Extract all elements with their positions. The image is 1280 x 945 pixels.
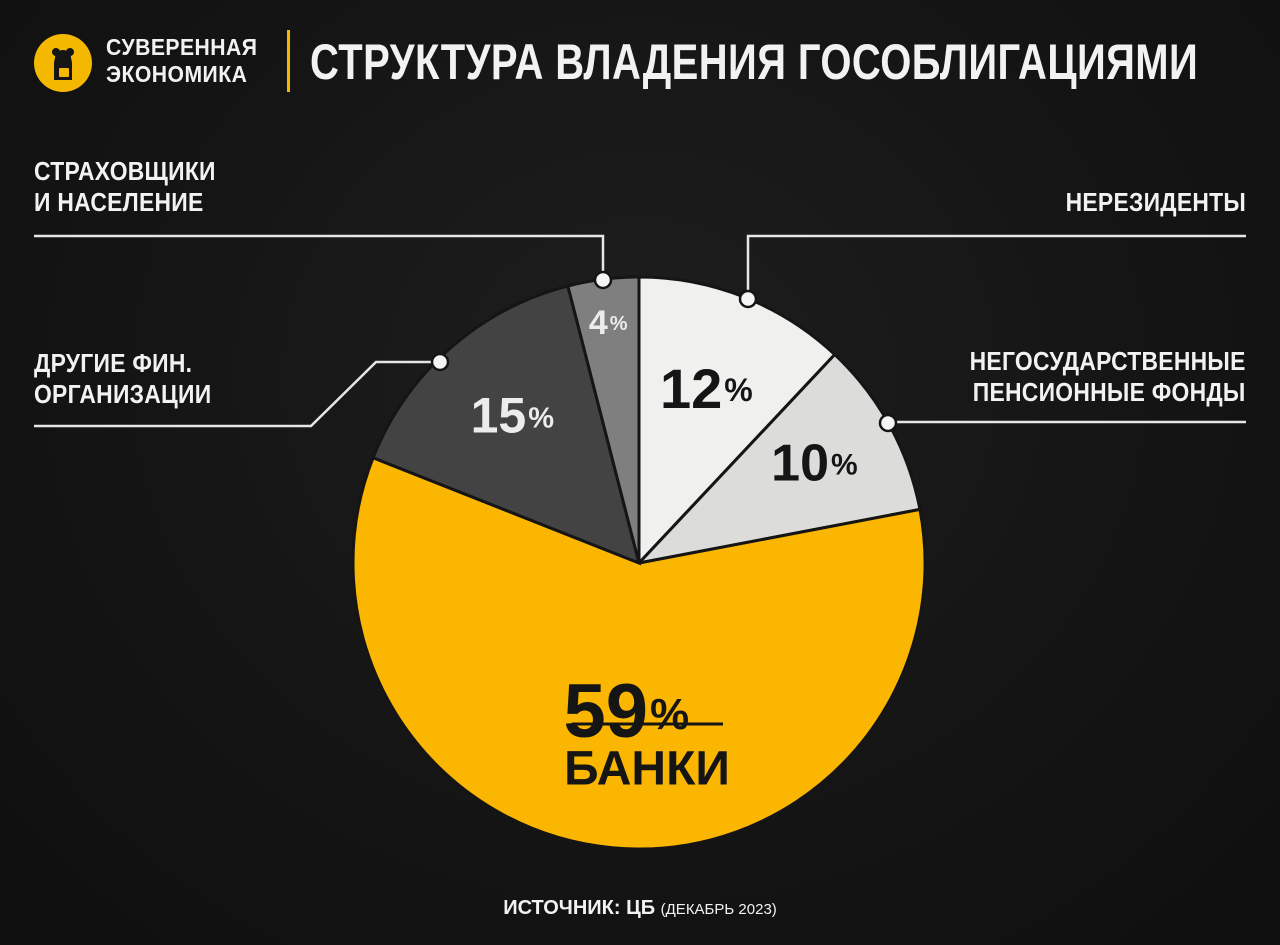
source-note: ИСТОЧНИК: ЦБ (ДЕКАБРЬ 2023) (0, 895, 1280, 923)
label-other-fin: ДРУГИЕ ФИН. ОРГАНИЗАЦИИ (34, 348, 211, 410)
label-npf-line-1: НЕГОСУДАРСТВЕННЫЕ (970, 346, 1246, 376)
leader-lines (34, 234, 1246, 433)
value-label-npf: 10% (771, 434, 858, 492)
bear-logo-icon (34, 34, 92, 92)
source-value: ЦБ (626, 897, 656, 919)
leader-dot-npf (878, 413, 898, 433)
source-prefix: ИСТОЧНИК: (503, 897, 621, 919)
brand-line-2: ЭКОНОМИКА (106, 61, 248, 87)
label-other-fin-line-1: ДРУГИЕ ФИН. (34, 348, 193, 378)
leader-line-other-fin (34, 360, 440, 428)
page-title: СТРУКТУРА ВЛАДЕНИЯ ГОСОБЛИГАЦИЯМИ (310, 34, 1199, 90)
label-insurers-line-1: СТРАХОВЩИКИ (34, 156, 216, 186)
label-nonresidents-line-1: НЕРЕЗИДЕНТЫ (1065, 187, 1246, 217)
leader-dot-other-fin (430, 352, 450, 372)
value-label-other-fin: 15% (471, 387, 555, 443)
leader-dot-nonresidents (738, 289, 758, 309)
pie-slices (351, 275, 927, 851)
pie-slice-banks (351, 455, 927, 851)
label-other-fin-line-2: ОРГАНИЗАЦИИ (34, 379, 212, 409)
banks-category-label: БАНКИ (564, 743, 730, 796)
source-date: (ДЕКАБРЬ 2023) (660, 901, 777, 918)
header: СУВЕРЕННАЯ ЭКОНОМИКА СТРУКТУРА ВЛАДЕНИЯ … (0, 0, 1280, 120)
slice-value-labels: 12% 10% 59% 15% 4 % БАНКИ (471, 304, 858, 796)
value-label-banks: 59% (564, 669, 690, 754)
brand-line-1: СУВЕРЕННАЯ (106, 34, 258, 60)
label-npf: НЕГОСУДАРСТВЕННЫЕ ПЕНСИОННЫЕ ФОНДЫ (970, 346, 1246, 408)
value-label-insurers: 4% (589, 304, 628, 342)
label-insurers-line-2: И НАСЕЛЕНИЕ (34, 187, 204, 217)
header-divider (287, 30, 290, 92)
label-insurers: СТРАХОВЩИКИ И НАСЕЛЕНИЕ (34, 156, 216, 218)
leader-line-insurers (34, 234, 605, 279)
value-label-nonresidents: 12% (660, 357, 753, 420)
leader-dot-insurers (593, 270, 613, 290)
brand-name: СУВЕРЕННАЯ ЭКОНОМИКА (106, 34, 272, 88)
pie-slice-other-fin (371, 284, 642, 566)
leader-line-nonresidents (746, 234, 1246, 299)
label-nonresidents: НЕРЕЗИДЕНТЫ (1066, 187, 1246, 218)
label-npf-line-2: ПЕНСИОННЫЕ ФОНДЫ (973, 377, 1246, 407)
